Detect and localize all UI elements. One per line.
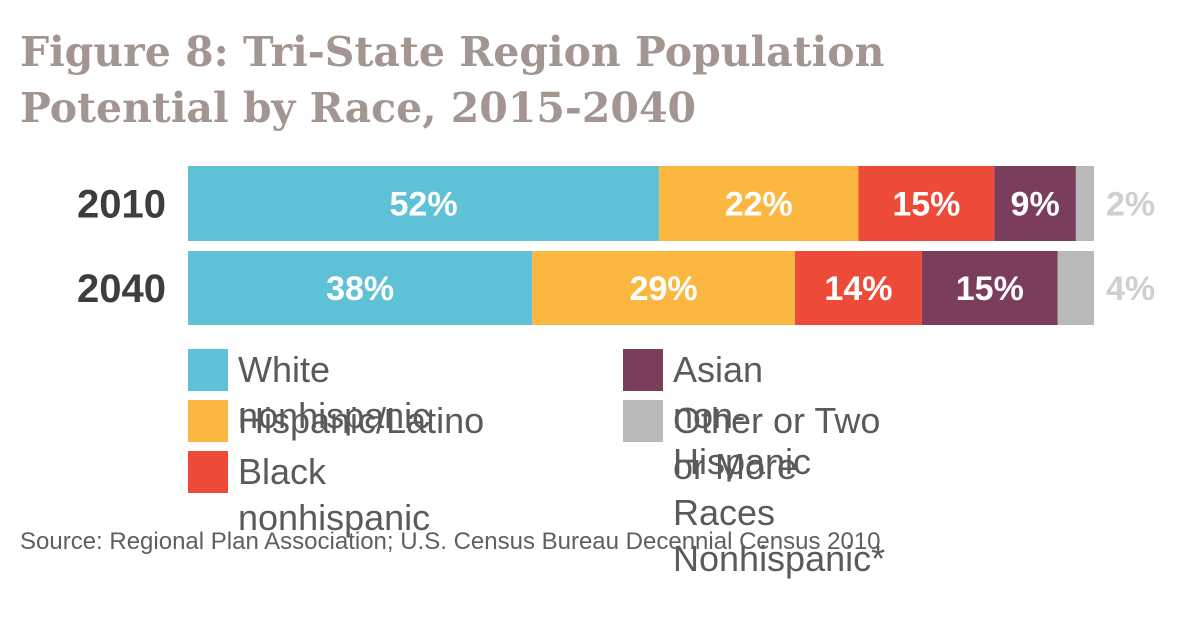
bar-segment-2010-0 bbox=[188, 166, 660, 241]
legend-swatch bbox=[623, 349, 663, 391]
data-label-2010-0: 52% bbox=[390, 186, 458, 224]
year-label-2010: 2010 bbox=[77, 183, 166, 227]
chart-title-line-2: Potential by Race, 2015-2040 bbox=[20, 84, 697, 132]
legend-item-black: Black nonhispanic bbox=[188, 451, 430, 541]
bar-segment-2010-4 bbox=[1075, 166, 1094, 241]
legend-label: Hispanic/Latino bbox=[238, 400, 485, 441]
data-label-2010-1: 22% bbox=[725, 186, 793, 224]
data-label-2010-3: 9% bbox=[1011, 186, 1060, 224]
data-label-2040-1: 29% bbox=[630, 270, 698, 308]
legend-swatch bbox=[188, 349, 228, 391]
bar-segment-2040-0 bbox=[188, 251, 533, 325]
legend-swatch bbox=[188, 400, 228, 442]
legend-item-asian: Asian non-Hispanic bbox=[623, 349, 811, 485]
legend-label: Black nonhispanic bbox=[238, 451, 431, 538]
bar-segment-2040-3 bbox=[921, 251, 1058, 325]
bar-segment-2010-1 bbox=[659, 166, 859, 241]
data-label-2040-4: 4% bbox=[1106, 270, 1155, 308]
bar-segment-2010-2 bbox=[858, 166, 995, 241]
legend-label: White nonhispanic bbox=[238, 349, 431, 436]
legend-item-other: Other or Two or More Races Nonhispanic* bbox=[623, 400, 885, 582]
data-label-2040-2: 14% bbox=[824, 270, 892, 308]
chart-title: Figure 8: Tri-State Region Population Po… bbox=[20, 24, 1120, 136]
legend-label: Asian non-Hispanic bbox=[673, 349, 812, 482]
data-label-2010-2: 15% bbox=[892, 186, 960, 224]
legend-swatch bbox=[623, 400, 663, 442]
legend-item-white: White nonhispanic bbox=[188, 349, 430, 439]
bar-segment-2010-3 bbox=[994, 166, 1076, 241]
bar-segment-2040-2 bbox=[795, 251, 922, 325]
year-label-2040: 2040 bbox=[77, 267, 166, 311]
source-note: Source: Regional Plan Association; U.S. … bbox=[20, 528, 881, 555]
legend-label: Other or Two or More Races Nonhispanic* bbox=[673, 400, 886, 579]
bar-segment-2040-1 bbox=[532, 251, 796, 325]
data-label-2010-4: 2% bbox=[1106, 186, 1155, 224]
legend-swatch bbox=[188, 451, 228, 493]
chart-title-line-1: Figure 8: Tri-State Region Population bbox=[20, 28, 885, 76]
data-label-2040-3: 15% bbox=[956, 270, 1024, 308]
legend-item-hispanic: Hispanic/Latino bbox=[188, 400, 484, 444]
bar-segment-2040-4 bbox=[1057, 251, 1094, 325]
data-label-2040-0: 38% bbox=[326, 270, 394, 308]
